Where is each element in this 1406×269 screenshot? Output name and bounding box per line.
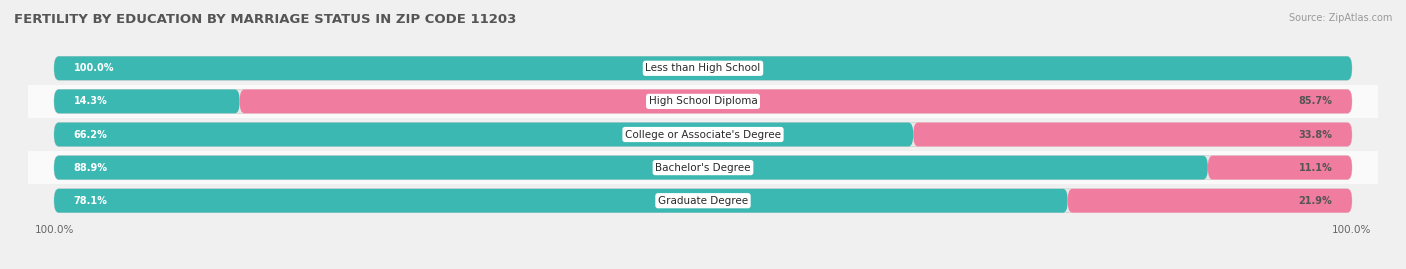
Text: 21.9%: 21.9% [1299,196,1333,206]
Text: High School Diploma: High School Diploma [648,96,758,107]
Text: 33.8%: 33.8% [1299,129,1333,140]
FancyBboxPatch shape [53,123,914,146]
Text: 14.3%: 14.3% [73,96,107,107]
FancyBboxPatch shape [28,151,1378,184]
FancyBboxPatch shape [28,52,1378,85]
FancyBboxPatch shape [53,189,1067,213]
FancyBboxPatch shape [53,56,1353,80]
Text: College or Associate's Degree: College or Associate's Degree [626,129,780,140]
FancyBboxPatch shape [53,156,1208,179]
FancyBboxPatch shape [914,123,1353,146]
Text: Source: ZipAtlas.com: Source: ZipAtlas.com [1288,13,1392,23]
FancyBboxPatch shape [239,90,1353,113]
FancyBboxPatch shape [239,90,1353,113]
FancyBboxPatch shape [53,90,1353,113]
Text: 88.9%: 88.9% [73,162,107,173]
Text: 11.1%: 11.1% [1299,162,1333,173]
FancyBboxPatch shape [1208,156,1353,179]
FancyBboxPatch shape [1067,189,1353,213]
Text: Graduate Degree: Graduate Degree [658,196,748,206]
Text: Bachelor's Degree: Bachelor's Degree [655,162,751,173]
FancyBboxPatch shape [914,123,1353,146]
Text: FERTILITY BY EDUCATION BY MARRIAGE STATUS IN ZIP CODE 11203: FERTILITY BY EDUCATION BY MARRIAGE STATU… [14,13,516,26]
FancyBboxPatch shape [53,56,1353,80]
Text: 78.1%: 78.1% [73,196,107,206]
Text: Less than High School: Less than High School [645,63,761,73]
FancyBboxPatch shape [53,123,1353,146]
Text: 100.0%: 100.0% [73,63,114,73]
FancyBboxPatch shape [28,118,1378,151]
FancyBboxPatch shape [28,85,1378,118]
Text: 66.2%: 66.2% [73,129,107,140]
Text: 85.7%: 85.7% [1299,96,1333,107]
FancyBboxPatch shape [53,90,239,113]
FancyBboxPatch shape [1208,156,1353,179]
FancyBboxPatch shape [53,156,1353,179]
FancyBboxPatch shape [53,189,1353,213]
FancyBboxPatch shape [28,184,1378,217]
FancyBboxPatch shape [1067,189,1353,213]
